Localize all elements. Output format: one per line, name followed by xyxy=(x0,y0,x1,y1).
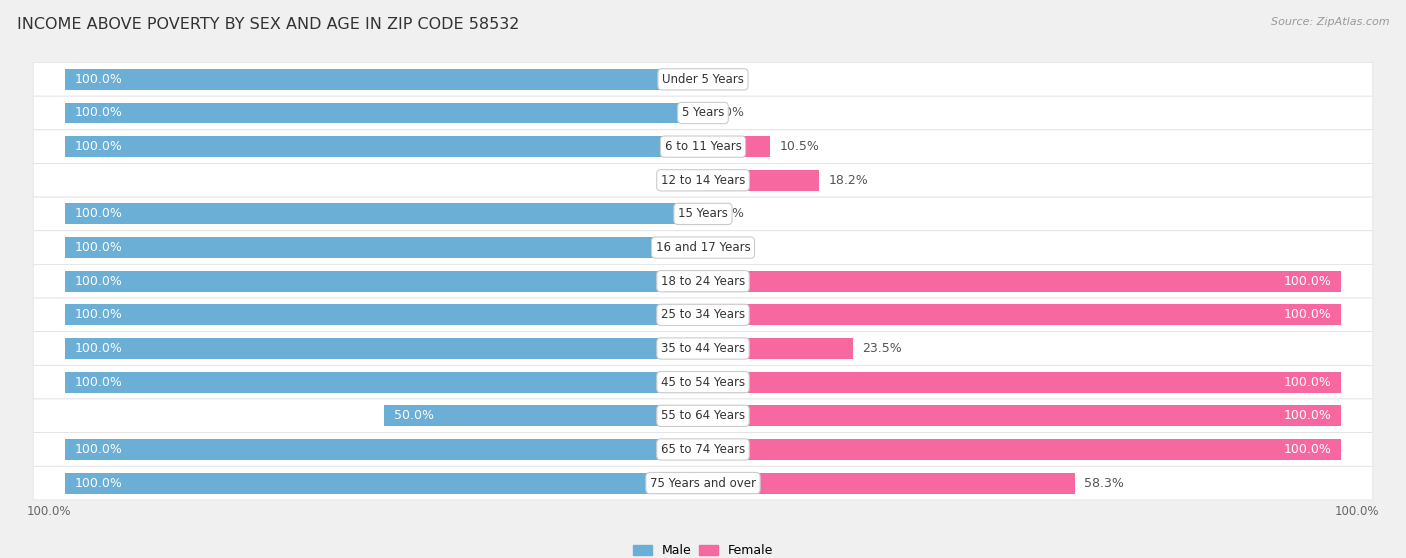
Text: INCOME ABOVE POVERTY BY SEX AND AGE IN ZIP CODE 58532: INCOME ABOVE POVERTY BY SEX AND AGE IN Z… xyxy=(17,17,519,32)
Text: 100.0%: 100.0% xyxy=(75,443,122,456)
Text: 25 to 34 Years: 25 to 34 Years xyxy=(661,309,745,321)
Bar xyxy=(703,136,770,157)
Text: 100.0%: 100.0% xyxy=(75,309,122,321)
Text: 15 Years: 15 Years xyxy=(678,208,728,220)
Bar xyxy=(703,372,1341,393)
Legend: Male, Female: Male, Female xyxy=(628,539,778,558)
Text: Under 5 Years: Under 5 Years xyxy=(662,73,744,86)
Bar xyxy=(65,338,703,359)
Text: 100.0%: 100.0% xyxy=(1334,505,1379,518)
Bar xyxy=(703,170,820,191)
Text: 100.0%: 100.0% xyxy=(75,342,122,355)
Bar xyxy=(65,103,703,123)
Text: 100.0%: 100.0% xyxy=(75,73,122,86)
Text: 100.0%: 100.0% xyxy=(1284,275,1331,288)
Text: Source: ZipAtlas.com: Source: ZipAtlas.com xyxy=(1271,17,1389,27)
Bar xyxy=(703,439,1341,460)
Text: 45 to 54 Years: 45 to 54 Years xyxy=(661,376,745,389)
Bar xyxy=(703,69,716,90)
Text: 10.5%: 10.5% xyxy=(779,140,820,153)
Text: 58.3%: 58.3% xyxy=(1084,477,1125,489)
Text: 55 to 64 Years: 55 to 64 Years xyxy=(661,409,745,422)
Text: 0.0%: 0.0% xyxy=(713,107,745,119)
Bar xyxy=(703,204,716,224)
Bar xyxy=(703,338,853,359)
Text: 65 to 74 Years: 65 to 74 Years xyxy=(661,443,745,456)
Bar xyxy=(65,473,703,493)
Bar xyxy=(65,69,703,90)
Bar xyxy=(703,271,1341,292)
Text: 100.0%: 100.0% xyxy=(75,208,122,220)
FancyBboxPatch shape xyxy=(34,264,1372,298)
Text: 0.0%: 0.0% xyxy=(661,174,693,187)
Text: 100.0%: 100.0% xyxy=(75,275,122,288)
Text: 100.0%: 100.0% xyxy=(1284,309,1331,321)
Text: 100.0%: 100.0% xyxy=(1284,409,1331,422)
FancyBboxPatch shape xyxy=(34,163,1372,197)
Bar xyxy=(703,103,716,123)
Text: 100.0%: 100.0% xyxy=(75,376,122,389)
Text: 35 to 44 Years: 35 to 44 Years xyxy=(661,342,745,355)
Bar xyxy=(65,204,703,224)
FancyBboxPatch shape xyxy=(34,231,1372,264)
Text: 75 Years and over: 75 Years and over xyxy=(650,477,756,489)
Bar xyxy=(65,439,703,460)
Text: 23.5%: 23.5% xyxy=(862,342,903,355)
Bar xyxy=(690,170,703,191)
Text: 100.0%: 100.0% xyxy=(75,140,122,153)
FancyBboxPatch shape xyxy=(34,62,1372,96)
Bar xyxy=(65,271,703,292)
Text: 0.0%: 0.0% xyxy=(713,208,745,220)
Text: 12 to 14 Years: 12 to 14 Years xyxy=(661,174,745,187)
FancyBboxPatch shape xyxy=(34,96,1372,130)
Bar xyxy=(65,237,703,258)
FancyBboxPatch shape xyxy=(34,466,1372,500)
Text: 18 to 24 Years: 18 to 24 Years xyxy=(661,275,745,288)
Bar xyxy=(703,237,716,258)
Text: 100.0%: 100.0% xyxy=(1284,443,1331,456)
Bar xyxy=(703,473,1076,493)
Bar xyxy=(384,405,703,426)
Bar xyxy=(65,372,703,393)
Text: 5 Years: 5 Years xyxy=(682,107,724,119)
Text: 0.0%: 0.0% xyxy=(713,73,745,86)
Text: 6 to 11 Years: 6 to 11 Years xyxy=(665,140,741,153)
Text: 100.0%: 100.0% xyxy=(75,241,122,254)
Bar xyxy=(703,305,1341,325)
FancyBboxPatch shape xyxy=(34,197,1372,231)
FancyBboxPatch shape xyxy=(34,298,1372,331)
Bar xyxy=(65,136,703,157)
Text: 100.0%: 100.0% xyxy=(75,107,122,119)
FancyBboxPatch shape xyxy=(34,130,1372,163)
Bar xyxy=(65,305,703,325)
Text: 0.0%: 0.0% xyxy=(713,241,745,254)
FancyBboxPatch shape xyxy=(34,365,1372,399)
FancyBboxPatch shape xyxy=(34,331,1372,365)
Text: 100.0%: 100.0% xyxy=(27,505,72,518)
Text: 18.2%: 18.2% xyxy=(828,174,869,187)
Text: 16 and 17 Years: 16 and 17 Years xyxy=(655,241,751,254)
FancyBboxPatch shape xyxy=(34,399,1372,432)
FancyBboxPatch shape xyxy=(34,432,1372,466)
Text: 100.0%: 100.0% xyxy=(75,477,122,489)
Bar xyxy=(703,405,1341,426)
Text: 100.0%: 100.0% xyxy=(1284,376,1331,389)
Text: 50.0%: 50.0% xyxy=(394,409,433,422)
